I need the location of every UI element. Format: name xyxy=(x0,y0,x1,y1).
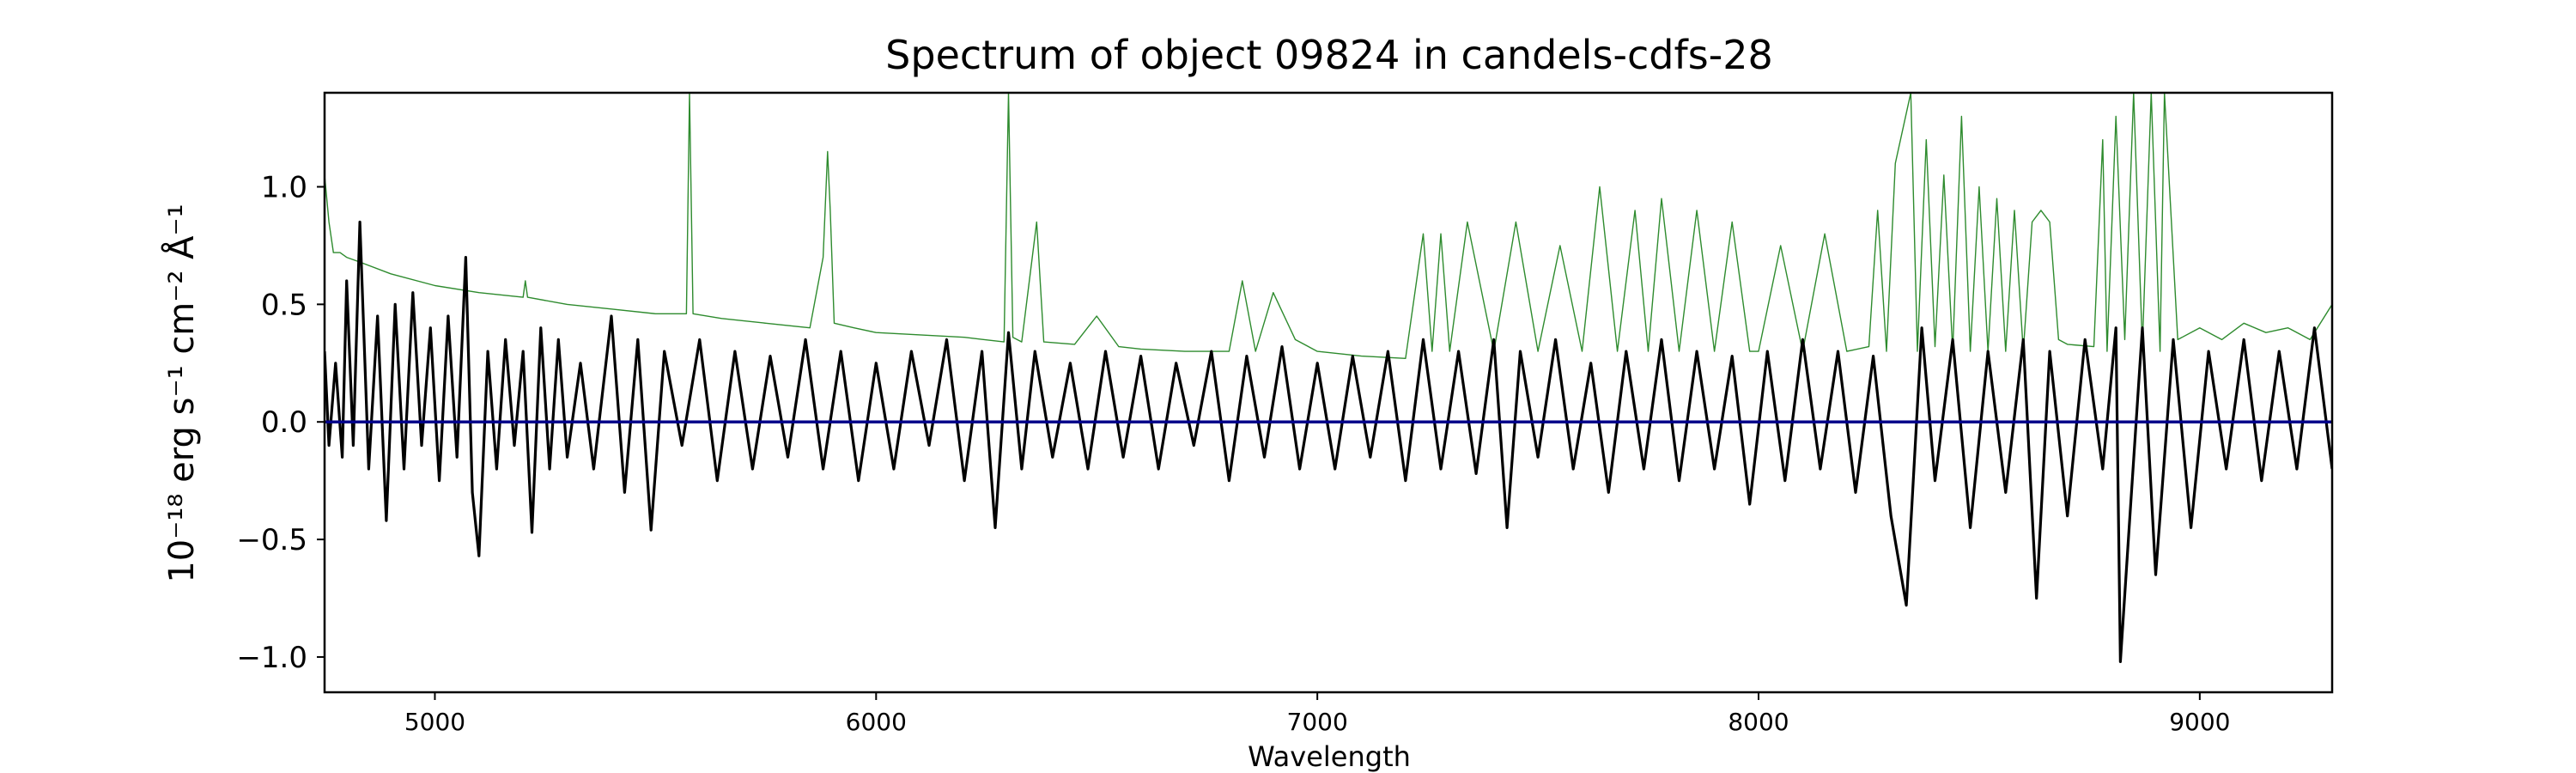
chart-title: Spectrum of object 09824 in candels-cdfs… xyxy=(885,32,1773,78)
y-tick-label: 0.0 xyxy=(261,405,307,440)
y-tick-label: −1.0 xyxy=(236,641,307,675)
series-layer xyxy=(325,93,2332,664)
y-tick-label: −0.5 xyxy=(236,523,307,557)
x-tick-label: 7000 xyxy=(1287,708,1348,736)
x-tick-label: 9000 xyxy=(2169,708,2230,736)
series-line-flux xyxy=(325,220,2332,664)
y-axis-label: 10⁻¹⁸ erg s⁻¹ cm⁻² Å⁻¹ xyxy=(161,204,202,582)
y-tick-label: 0.5 xyxy=(261,288,307,322)
y-tick-label: 1.0 xyxy=(261,170,307,204)
series-line-error xyxy=(325,93,2332,359)
x-axis-label: Wavelength xyxy=(1248,740,1411,773)
plot-frame xyxy=(323,91,2334,694)
tick-layer: 5000 6000 7000 8000 9000 −1.0 −0.5 0.0 0.5 1.0 xyxy=(236,170,2230,736)
x-tick-label: 5000 xyxy=(404,708,465,736)
x-tick-label: 6000 xyxy=(846,708,907,736)
x-tick-label: 8000 xyxy=(1728,708,1789,736)
